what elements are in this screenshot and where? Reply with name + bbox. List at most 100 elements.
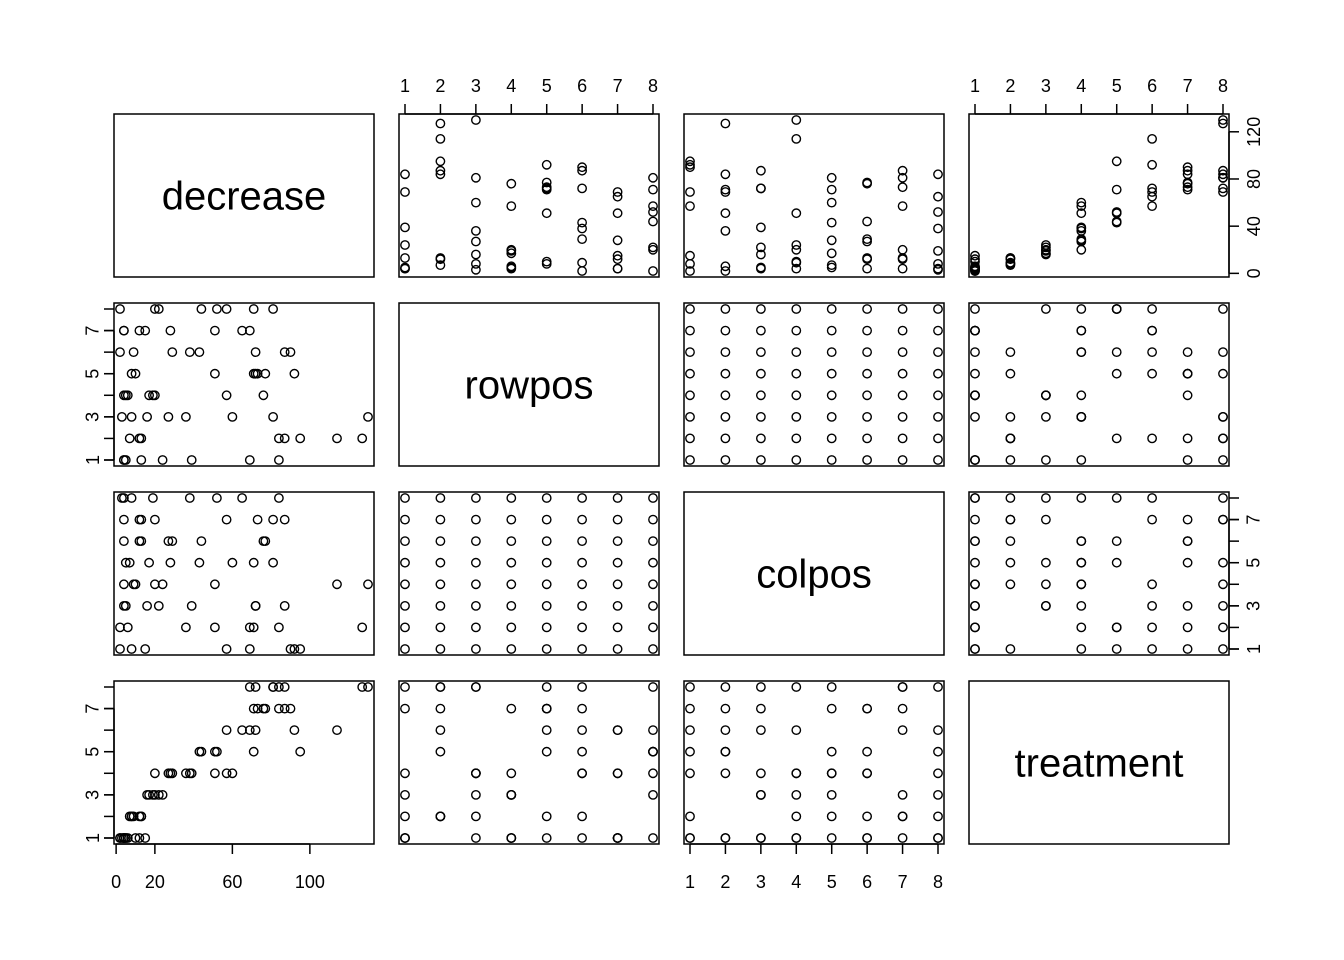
point-colpos-vs-treatment-44 [970, 536, 980, 546]
point-decrease-vs-colpos-46 [862, 178, 872, 189]
point-rowpos-vs-decrease-36 [144, 390, 155, 401]
bottom-axis-colpos-tick-label-2: 3 [756, 872, 766, 892]
point-colpos-vs-rowpos-63 [400, 493, 410, 503]
point-treatment-vs-decrease-51 [252, 703, 263, 714]
point-treatment-vs-rowpos-58 [577, 768, 587, 779]
point-colpos-vs-treatment-22 [1147, 601, 1158, 611]
point-colpos-vs-decrease-23 [119, 601, 129, 611]
point-treatment-vs-decrease-5 [285, 703, 296, 714]
point-colpos-vs-rowpos-44 [400, 536, 410, 546]
point-colpos-vs-treatment-29 [1041, 579, 1051, 590]
point-treatment-vs-decrease-17 [250, 682, 261, 692]
point-colpos-vs-decrease-1 [295, 644, 306, 654]
point-treatment-vs-colpos-34 [826, 768, 837, 779]
point-decrease-vs-colpos-52 [897, 254, 908, 265]
point-decrease-vs-colpos-25 [791, 263, 802, 274]
point-rowpos-vs-colpos-42 [862, 304, 872, 314]
bottom-axis-colpos-tick-label-5: 6 [862, 872, 872, 892]
point-rowpos-vs-treatment-54 [1218, 347, 1228, 357]
point-decrease-vs-rowpos-25 [506, 263, 517, 274]
point-treatment-vs-colpos-49 [897, 833, 908, 843]
point-decrease-vs-rowpos-12 [541, 208, 552, 219]
right-axis-decrease-tick-label-1: 40 [1244, 216, 1264, 236]
point-decrease-vs-rowpos-7 [648, 266, 658, 276]
point-colpos-vs-treatment-23 [970, 601, 980, 611]
point-colpos-vs-decrease-42 [196, 536, 207, 546]
point-decrease-vs-treatment-51 [1182, 182, 1193, 193]
point-colpos-vs-treatment-37 [1005, 557, 1016, 568]
point-rowpos-vs-colpos-55 [897, 411, 908, 422]
point-decrease-vs-rowpos-15 [648, 184, 658, 195]
point-rowpos-vs-decrease-55 [268, 411, 278, 422]
point-decrease-vs-colpos-36 [826, 248, 837, 259]
point-colpos-vs-decrease-46 [258, 536, 269, 546]
point-rowpos-vs-decrease-37 [124, 433, 135, 444]
point-rowpos-vs-colpos-3 [685, 455, 695, 465]
point-colpos-vs-treatment-8 [1182, 622, 1193, 633]
point-colpos-vs-treatment-52 [1005, 514, 1016, 525]
point-rowpos-vs-decrease-11 [180, 411, 191, 422]
point-treatment-vs-decrease-16 [279, 703, 290, 714]
point-colpos-vs-rowpos-19 [400, 601, 410, 611]
point-treatment-vs-colpos-59 [933, 811, 943, 822]
point-colpos-vs-decrease-7 [115, 644, 125, 654]
point-rowpos-vs-colpos-26 [791, 433, 802, 444]
point-colpos-vs-treatment-56 [1111, 493, 1122, 503]
point-colpos-vs-decrease-55 [268, 514, 278, 525]
bottom-axis-colpos-tick-label-4: 5 [827, 872, 837, 892]
point-decrease-vs-colpos-16 [756, 165, 766, 176]
point-rowpos-vs-decrease-20 [153, 304, 164, 314]
point-decrease-vs-colpos-38 [826, 172, 837, 183]
point-treatment-vs-rowpos-46 [506, 703, 517, 714]
point-decrease-vs-rowpos-38 [648, 172, 658, 183]
point-treatment-vs-decrease-6 [140, 833, 151, 843]
point-treatment-vs-decrease-62 [273, 682, 284, 692]
point-colpos-vs-decrease-26 [332, 579, 342, 590]
point-decrease-vs-treatment-14 [1147, 187, 1158, 197]
point-colpos-vs-rowpos-36 [506, 557, 517, 568]
point-treatment-vs-decrease-22 [250, 725, 261, 735]
point-treatment-vs-colpos-29 [791, 790, 802, 800]
point-treatment-vs-decrease-8 [273, 703, 284, 714]
point-decrease-vs-colpos-42 [862, 216, 872, 227]
point-colpos-vs-decrease-62 [273, 493, 284, 503]
point-rowpos-vs-treatment-32 [1111, 347, 1122, 357]
diagonal-label-decrease: decrease [162, 175, 327, 219]
point-colpos-vs-treatment-59 [1005, 493, 1016, 503]
point-decrease-vs-rowpos-54 [577, 165, 587, 176]
point-rowpos-vs-decrease-34 [227, 411, 238, 422]
point-decrease-vs-rowpos-3 [400, 187, 410, 197]
point-treatment-vs-rowpos-49 [612, 833, 623, 843]
point-rowpos-vs-decrease-48 [221, 304, 232, 314]
point-decrease-vs-colpos-20 [756, 242, 766, 253]
point-colpos-vs-rowpos-56 [648, 493, 658, 503]
point-rowpos-vs-colpos-19 [756, 455, 766, 465]
point-decrease-vs-rowpos-26 [435, 133, 446, 144]
point-colpos-vs-rowpos-60 [506, 493, 517, 503]
point-treatment-vs-decrease-36 [144, 790, 155, 800]
point-rowpos-vs-treatment-17 [1218, 368, 1228, 379]
top-axis-rowpos-tick-label-0: 1 [400, 76, 410, 96]
point-rowpos-vs-colpos-25 [791, 390, 802, 401]
point-colpos-vs-decrease-51 [252, 514, 263, 525]
panel-decrease-vs-colpos [683, 113, 945, 278]
point-decrease-vs-rowpos-34 [470, 197, 481, 208]
point-rowpos-vs-decrease-31 [209, 325, 220, 336]
point-rowpos-vs-treatment-8 [1182, 455, 1193, 465]
point-colpos-vs-rowpos-61 [470, 493, 481, 503]
point-colpos-vs-rowpos-47 [435, 536, 446, 546]
point-decrease-vs-rowpos-24 [470, 115, 481, 125]
point-colpos-vs-decrease-31 [209, 579, 220, 590]
point-colpos-vs-treatment-60 [1041, 493, 1051, 503]
point-rowpos-vs-colpos-39 [826, 368, 837, 379]
point-decrease-vs-rowpos-29 [400, 240, 410, 250]
point-rowpos-vs-treatment-30 [970, 368, 980, 379]
point-treatment-vs-decrease-63 [119, 833, 129, 843]
point-colpos-vs-decrease-0 [221, 644, 232, 654]
point-treatment-vs-rowpos-60 [506, 790, 517, 800]
point-rowpos-vs-treatment-7 [970, 304, 980, 314]
point-treatment-vs-colpos-27 [791, 811, 802, 822]
point-rowpos-vs-decrease-50 [136, 455, 147, 465]
point-rowpos-vs-decrease-16 [279, 433, 290, 444]
point-rowpos-vs-colpos-5 [685, 347, 695, 357]
